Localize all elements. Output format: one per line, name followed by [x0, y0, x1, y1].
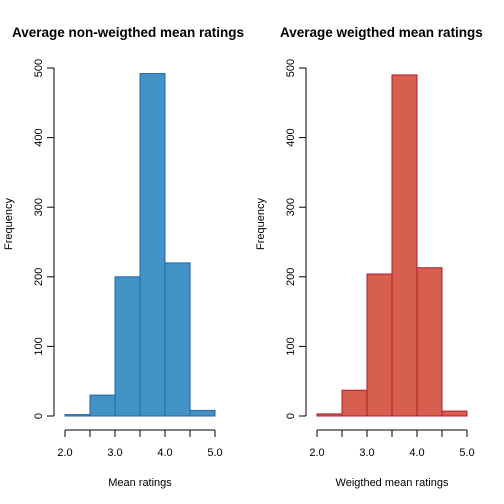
histogram-panel-weighted: Average weigthed mean ratings 0 100 200 300 4… [255, 25, 483, 489]
y-tick-label: 400 [33, 128, 45, 146]
y-axis-title: Frequency [3, 198, 15, 250]
histogram-bar [341, 389, 368, 417]
x-tick-label: 5.0 [459, 447, 474, 459]
chart-title: Average weigthed mean ratings [280, 25, 483, 40]
x-tick-label: 3.0 [359, 447, 374, 459]
histogram-panel-non-weighted: Average non-weigthed mean ratings 0 100 200… [3, 25, 244, 489]
x-tick-label: 4.0 [157, 447, 172, 459]
x-tick-label: 2.0 [309, 447, 324, 459]
histogram-bar [189, 409, 216, 417]
y-tick-label: 100 [33, 337, 45, 355]
histogram-bar [114, 276, 141, 417]
x-axis-title: Weigthed mean ratings [336, 477, 449, 489]
histogram-bar [366, 273, 393, 417]
histogram-bar [164, 262, 191, 417]
histogram-bar [64, 414, 91, 417]
y-axis-title: Frequency [255, 198, 267, 250]
chart-title: Average non-weigthed mean ratings [12, 25, 244, 40]
y-tick-label: 0 [285, 413, 297, 419]
y-tick-label: 400 [285, 128, 297, 146]
x-tick-label: 4.0 [409, 447, 424, 459]
y-tick-label: 200 [33, 268, 45, 286]
x-axis-title: Mean ratings [108, 477, 172, 489]
y-tick-label: 500 [33, 59, 45, 77]
x-tick-label: 3.0 [107, 447, 122, 459]
histogram-bar [441, 410, 468, 417]
x-tick-label: 2.0 [57, 447, 72, 459]
histogram-bar [391, 74, 418, 417]
y-tick-label: 300 [33, 198, 45, 216]
histogram-bar [416, 267, 443, 417]
x-tick-label: 5.0 [207, 447, 222, 459]
histogram-bar [89, 394, 116, 417]
y-tick-label: 200 [285, 268, 297, 286]
y-tick-label: 500 [285, 59, 297, 77]
histogram-bar [139, 73, 166, 417]
histogram-bar [316, 413, 343, 417]
y-tick-label: 0 [33, 413, 45, 419]
y-tick-label: 100 [285, 337, 297, 355]
y-tick-label: 300 [285, 198, 297, 216]
